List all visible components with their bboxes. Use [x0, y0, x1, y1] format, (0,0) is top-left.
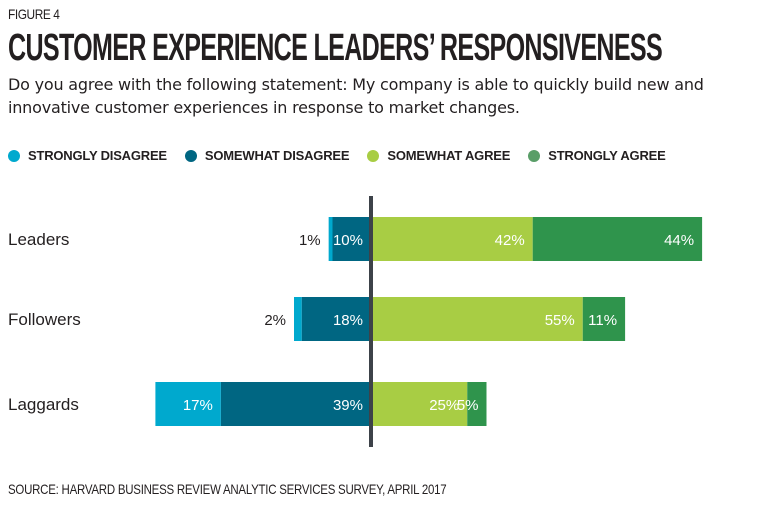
center-axis-line [369, 196, 373, 447]
category-label-leaders: Leaders [8, 230, 69, 249]
value-label-leaders-strongly-disagree: 1% [299, 232, 321, 249]
legend-label: STRONGLY AGREE [548, 148, 666, 163]
legend-item-somewhat-agree: SOMEWHAT AGREE [367, 148, 510, 163]
value-label-leaders-strongly-agree: 44% [664, 232, 694, 249]
value-label-followers-strongly-disagree: 2% [264, 312, 286, 329]
legend-item-somewhat-disagree: SOMEWHAT DISAGREE [184, 148, 350, 163]
value-label-leaders-somewhat-agree: 42% [495, 232, 525, 249]
legend: STRONGLY DISAGREE SOMEWHAT DISAGREE SOME… [8, 148, 684, 163]
bar-followers-strongly-agree [582, 297, 626, 341]
value-label-laggards-strongly-agree: 5% [457, 397, 479, 414]
bar-leaders-somewhat-agree [371, 217, 533, 261]
bar-laggards-strongly-disagree [155, 382, 221, 426]
bar-laggards-somewhat-agree [371, 382, 468, 426]
legend-item-strongly-agree: STRONGLY AGREE [528, 148, 666, 163]
category-label-laggards: Laggards [8, 395, 79, 414]
category-label-followers: Followers [8, 310, 81, 329]
value-label-laggards-somewhat-disagree: 39% [333, 397, 363, 414]
bar-leaders-strongly-disagree [328, 217, 333, 261]
bar-laggards-somewhat-disagree [220, 382, 371, 426]
legend-label: STRONGLY DISAGREE [28, 148, 167, 163]
chart-subtitle: Do you agree with the following statemen… [8, 75, 704, 117]
legend-swatch-strongly-disagree [8, 149, 20, 162]
chart-title: CUSTOMER EXPERIENCE LEADERS’ RESPONSIVEN… [8, 27, 663, 69]
legend-label: SOMEWHAT DISAGREE [204, 148, 350, 163]
bar-leaders-somewhat-disagree [332, 217, 371, 261]
value-label-laggards-somewhat-agree: 25% [429, 397, 459, 414]
legend-item-strongly-disagree: STRONGLY DISAGREE [8, 148, 167, 163]
bar-leaders-strongly-agree [532, 217, 703, 261]
value-label-leaders-somewhat-disagree: 10% [333, 232, 363, 249]
legend-label: SOMEWHAT AGREE [387, 148, 511, 163]
figure-label: FIGURE 4 [8, 6, 60, 22]
value-label-laggards-strongly-disagree: 17% [183, 397, 213, 414]
bar-followers-strongly-disagree [294, 297, 302, 341]
bar-laggards-strongly-agree [467, 382, 487, 426]
source-note: SOURCE: HARVARD BUSINESS REVIEW ANALYTIC… [8, 481, 447, 497]
value-label-followers-somewhat-disagree: 18% [333, 312, 363, 329]
bar-followers-somewhat-disagree [301, 297, 371, 341]
bar-followers-somewhat-agree [371, 297, 583, 341]
legend-swatch-somewhat-agree [367, 149, 380, 162]
value-label-followers-somewhat-agree: 55% [545, 312, 575, 329]
legend-swatch-somewhat-disagree [184, 149, 197, 162]
legend-swatch-strongly-agree [528, 149, 541, 162]
value-label-followers-strongly-agree: 11% [588, 312, 617, 329]
